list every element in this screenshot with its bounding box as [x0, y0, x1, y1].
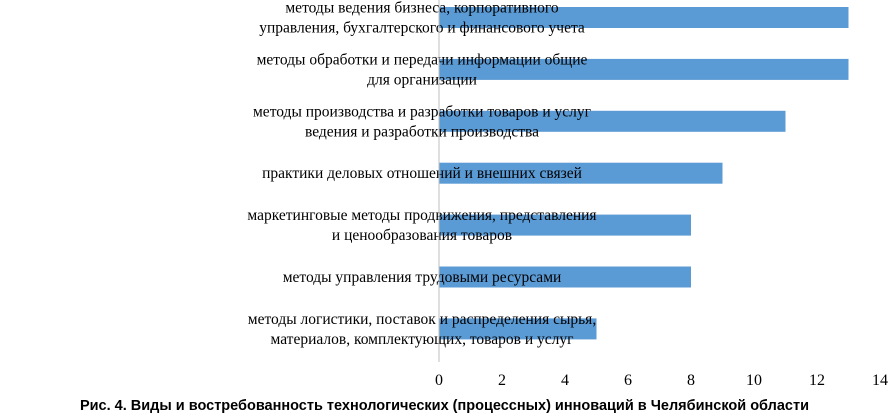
category-label-2-line-2: для организации — [367, 71, 477, 88]
x-tick-label-10: 10 — [746, 372, 762, 389]
category-label-7-line-1: методы логистики, поставок и распределен… — [248, 311, 596, 328]
category-label-4-line-1: практики деловых отношений и внешних свя… — [262, 165, 582, 182]
x-tick-label-14: 14 — [872, 372, 888, 389]
category-label-6-line-1: методы управления трудовыми ресурсами — [283, 269, 562, 286]
x-tick-label-2: 2 — [498, 372, 506, 389]
x-tick-label-12: 12 — [809, 372, 825, 389]
category-label-5-line-1: маркетинговые методы продвижения, предст… — [247, 207, 596, 224]
x-tick-label-8: 8 — [687, 372, 695, 389]
bar-4 — [439, 162, 723, 184]
x-tick-label-6: 6 — [624, 372, 632, 389]
bar-chart: методы ведения бизнеса, корпоративного уп… — [247, 0, 888, 389]
category-label-3-line-2: ведения и разработки производства — [305, 123, 539, 140]
category-label-2-line-1: методы обработки и передачи информации о… — [257, 51, 588, 68]
bar-1 — [439, 7, 849, 28]
bar-7 — [439, 318, 597, 340]
figure-caption: Рис. 4. Виды и востребованность технолог… — [79, 398, 810, 414]
bar-3 — [439, 110, 786, 132]
category-label-7-line-2: материалов, комплектующих, товаров и усл… — [271, 331, 574, 348]
category-label-3-line-1: методы производства и разработки товаров… — [253, 103, 591, 120]
x-tick-label-0: 0 — [435, 372, 443, 389]
bar-5 — [439, 214, 691, 236]
category-label-1-line-1: методы ведения бизнеса, корпоративного — [285, 0, 558, 17]
category-label-1-line-2: управления, бухгалтерского и финансового… — [259, 20, 585, 37]
bar-2 — [439, 58, 849, 80]
bar-6 — [439, 266, 691, 288]
x-tick-label-4: 4 — [561, 372, 569, 389]
category-label-5-line-2: и ценообразования товаров — [332, 227, 512, 244]
